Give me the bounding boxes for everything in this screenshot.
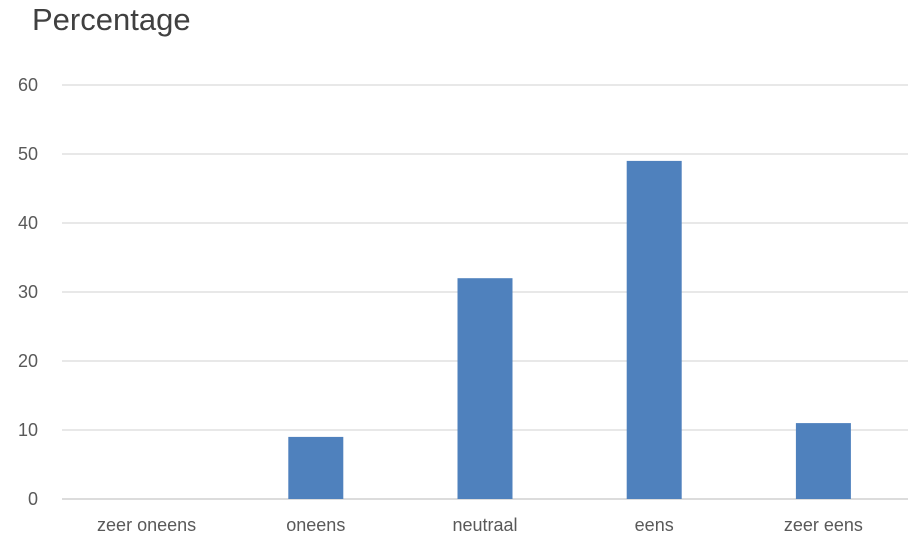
x-axis-ticks: zeer oneens oneens neutraal eens zeer eens [97,515,863,535]
y-tick-label: 10 [18,420,38,440]
bar-zeer-eens [795,423,851,499]
y-tick-label: 60 [18,75,38,95]
y-tick-label: 20 [18,351,38,371]
bar-neutraal [457,278,513,499]
x-tick-label: neutraal [452,515,517,535]
x-tick-label: zeer eens [784,515,863,535]
bar-oneens [288,436,344,499]
x-tick-label: oneens [286,515,345,535]
x-tick-label: zeer oneens [97,515,196,535]
chart-title: Percentage [32,2,191,37]
x-tick-label: eens [635,515,674,535]
y-tick-label: 30 [18,282,38,302]
y-axis-ticks: 0 10 20 30 40 50 60 [18,75,38,509]
y-tick-label: 0 [28,489,38,509]
bar-eens [626,160,682,499]
bars [288,160,851,499]
y-tick-label: 50 [18,144,38,164]
y-tick-label: 40 [18,213,38,233]
